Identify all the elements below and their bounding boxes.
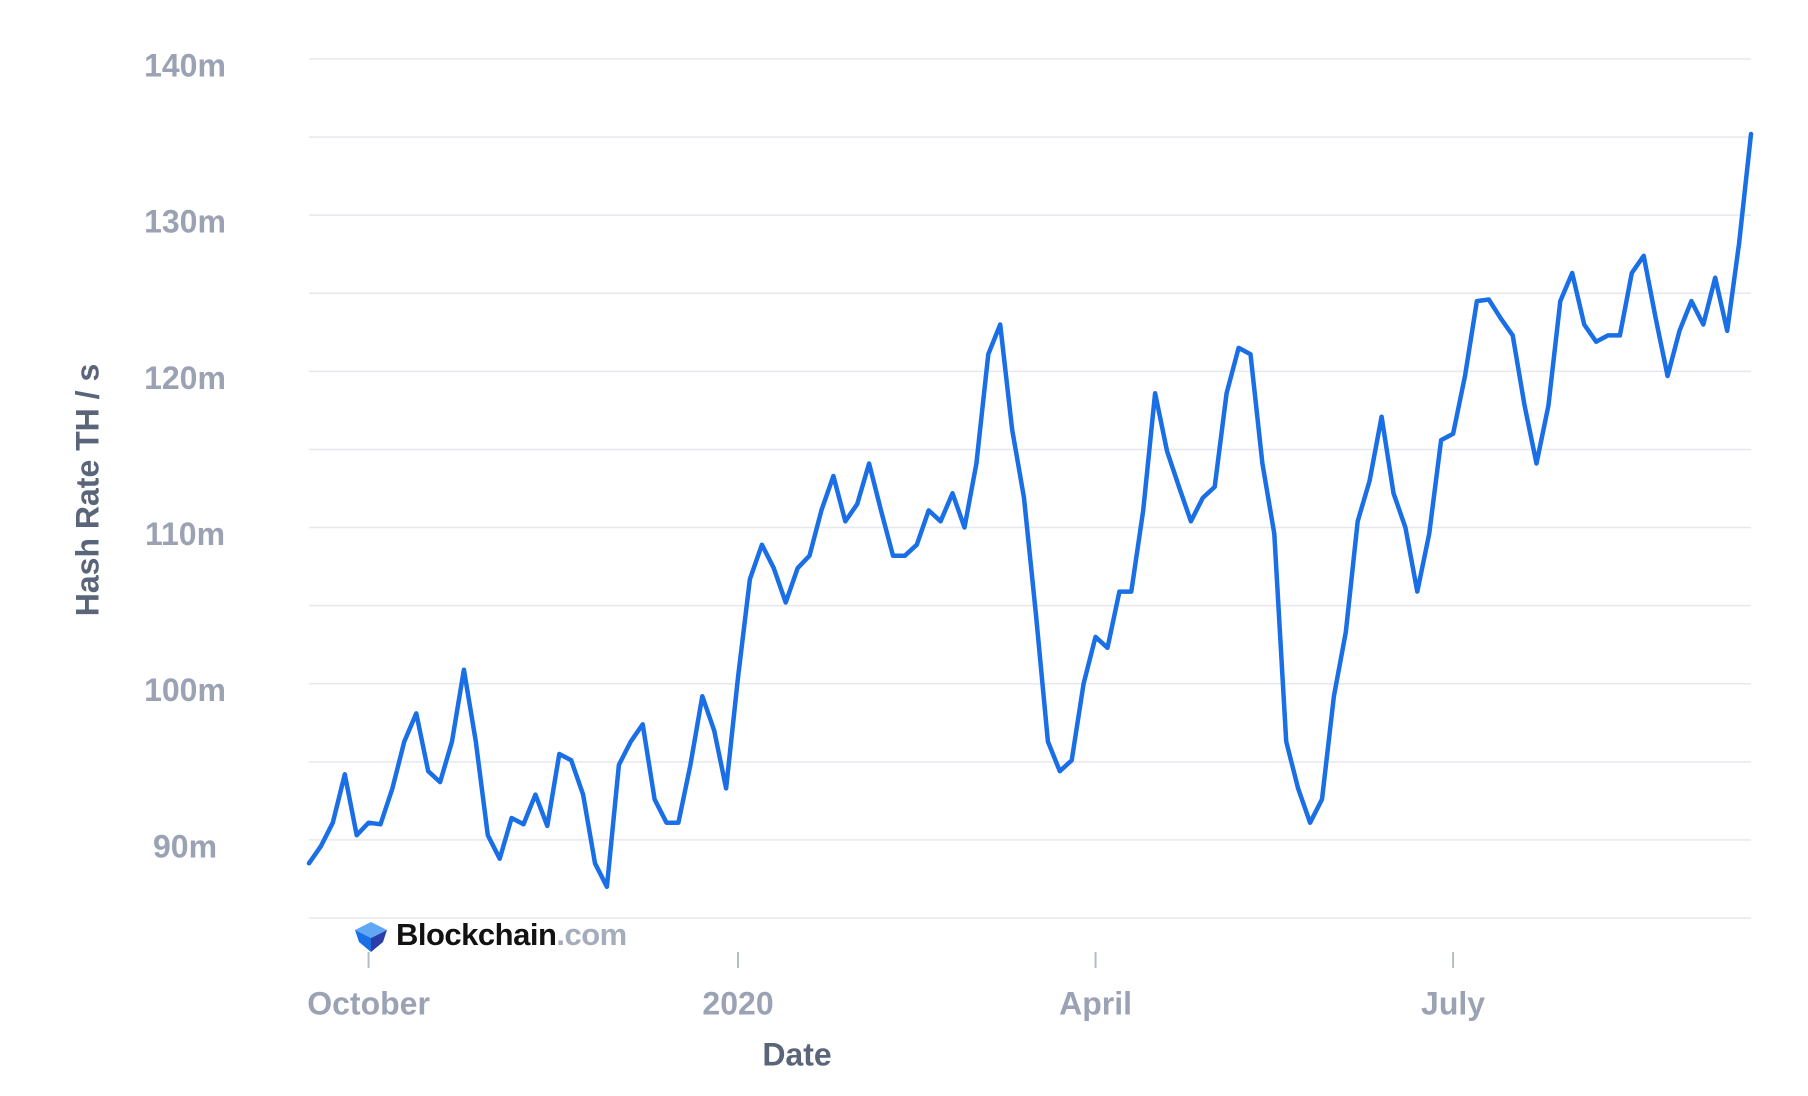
logo-right [371,930,387,952]
y-tick-label: 130m [144,204,226,240]
x-tick-label: 2020 [702,985,773,1021]
watermark: Blockchain.com [355,917,627,952]
logo-left [355,930,371,952]
x-tick-label: October [307,985,430,1021]
x-tick-label: July [1421,985,1485,1021]
brand-suffix: .com [556,917,626,952]
y-axis-title: Hash Rate TH / s [69,364,105,617]
y-tick-label: 140m [144,47,226,83]
y-tick-label: 100m [144,672,226,708]
watermark-text: Blockchain.com [396,917,627,952]
x-axis-title: Date [762,1036,831,1072]
y-tick-label: 110m [145,516,225,552]
y-tick-label: 120m [144,360,226,396]
line-series [306,131,1754,890]
y-tick-label: 90m [153,828,217,864]
brand: Blockchain [396,917,556,952]
x-tick-label: April [1059,985,1132,1021]
